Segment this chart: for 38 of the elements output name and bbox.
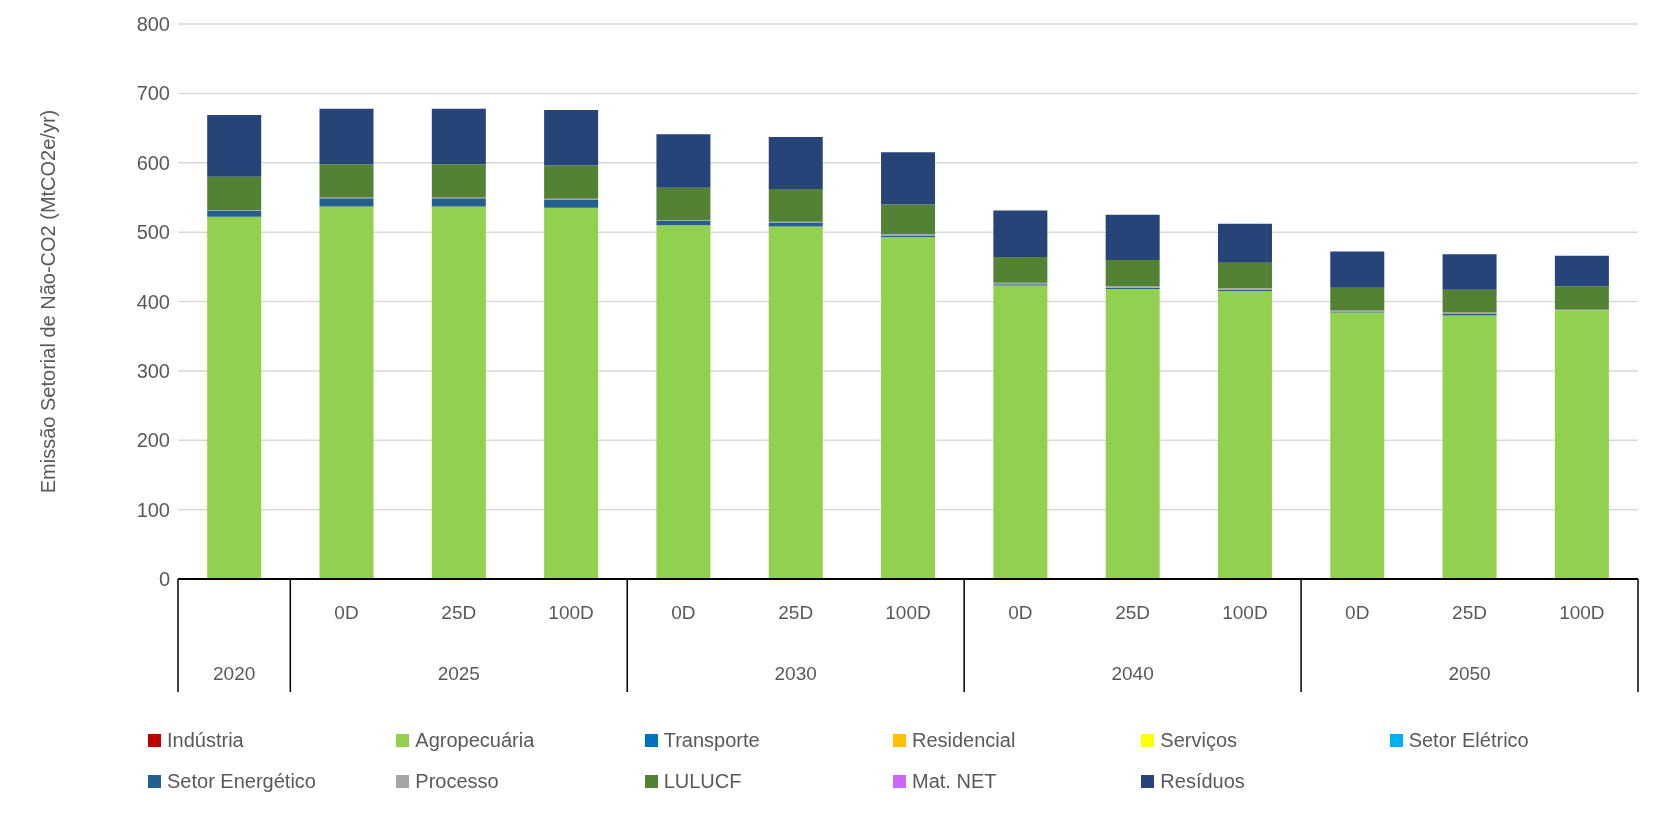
x-tick-label: 100D — [885, 602, 931, 623]
x-tick-label: 0D — [671, 602, 696, 623]
x-tick-label: 0D — [1345, 602, 1370, 623]
x-tick-label: 0D — [334, 602, 359, 623]
x-tick-label: 25D — [1452, 602, 1487, 623]
text: 2030 — [774, 663, 817, 684]
x-tick-label: 25D — [778, 602, 814, 623]
legend-label: Processo — [415, 770, 499, 793]
legend-label: Transporte — [663, 729, 760, 752]
x-tick-label: 0D — [1008, 602, 1033, 623]
y-axis-title: Emissão Setorial de Não-CO2 (MtCO2e/yr) — [37, 109, 60, 494]
legend-label: Setor Energético — [167, 770, 316, 793]
y-tick-label: 800 — [136, 13, 170, 36]
legend-label: Indústria — [167, 729, 244, 752]
y-tick-label: 600 — [136, 151, 170, 174]
x-tick-label: 25D — [1115, 602, 1151, 623]
x-tick-label: 100D — [1559, 602, 1605, 623]
y-tick-label: 700 — [136, 82, 170, 105]
y-tick-label: 200 — [136, 429, 170, 452]
y-tick-label: 400 — [136, 290, 170, 313]
text: 2050 — [1448, 663, 1491, 684]
y-tick-label: 0 — [158, 568, 170, 591]
legend-label: Agropecuária — [415, 729, 535, 752]
text: 2040 — [1111, 663, 1154, 684]
x-tick-label: 100D — [548, 602, 594, 623]
y-tick-label: 500 — [136, 221, 170, 244]
text: 2025 — [437, 663, 480, 684]
x-tick-label: 100D — [1222, 602, 1268, 623]
legend-label: Serviços — [1160, 729, 1238, 752]
text: 2020 — [213, 663, 256, 684]
y-tick-label: 100 — [136, 498, 170, 521]
legend-label: LULUCF — [663, 770, 742, 793]
y-tick-label: 300 — [136, 359, 170, 382]
legend-label: Residencial — [911, 729, 1016, 752]
legend-label: Setor Elétrico — [1408, 729, 1529, 752]
legend-label: Mat. NET — [911, 770, 997, 793]
legend-label: Resíduos — [1160, 770, 1245, 793]
x-tick-label: 25D — [441, 602, 477, 623]
